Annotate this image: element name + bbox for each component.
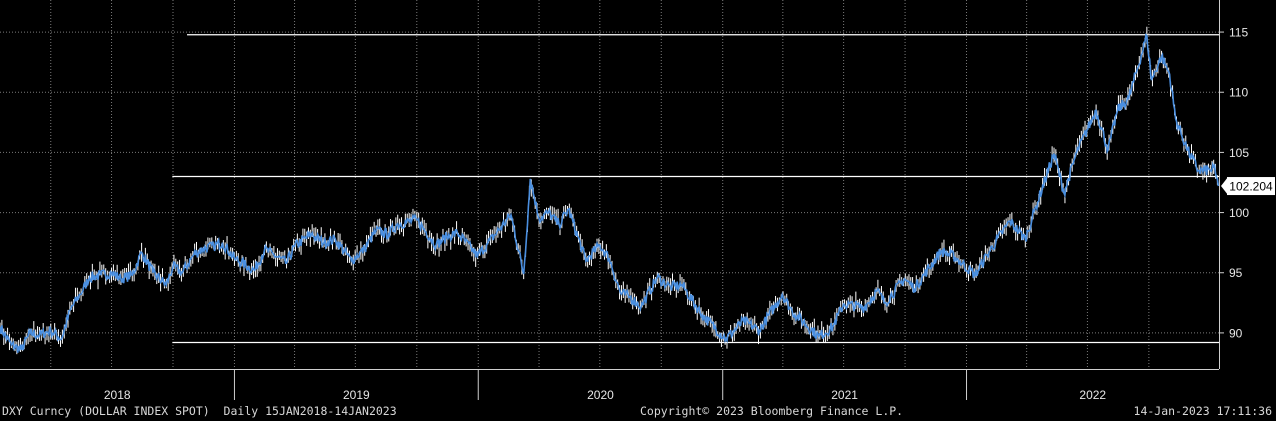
- x-year-label: 2019: [343, 388, 370, 402]
- axes: [0, 0, 1224, 400]
- axis-labels: 90 95 100 105 110 115 2018 2019 2020 2021 2022: [104, 26, 1249, 402]
- badge-pointer: [1221, 177, 1228, 196]
- x-year-label: 2018: [104, 388, 131, 402]
- last-price-badge: 102.204: [1221, 177, 1275, 196]
- y-tick-label: 105: [1229, 146, 1249, 160]
- footer-security-description: DXY Curncy (DOLLAR INDEX SPOT) Daily 15J…: [2, 404, 397, 418]
- y-tick-label: 110: [1229, 86, 1248, 100]
- y-tick-label: 115: [1229, 26, 1248, 40]
- footer-timestamp: 14-Jan-2023 17:11:36: [1133, 404, 1272, 418]
- x-year-label: 2022: [1079, 388, 1106, 402]
- price-line: [0, 33, 1220, 353]
- y-tick-label: 95: [1229, 266, 1243, 280]
- y-tick-label: 100: [1229, 206, 1249, 220]
- x-year-label: 2020: [587, 388, 614, 402]
- x-year-label: 2021: [831, 388, 858, 402]
- last-price-label: 102.204: [1229, 180, 1273, 194]
- y-tick-label: 90: [1229, 326, 1243, 340]
- grid-layer: [0, 0, 1219, 369]
- footer-copyright: Copyright© 2023 Bloomberg Finance L.P.: [640, 404, 904, 418]
- badge-box: [1227, 177, 1275, 196]
